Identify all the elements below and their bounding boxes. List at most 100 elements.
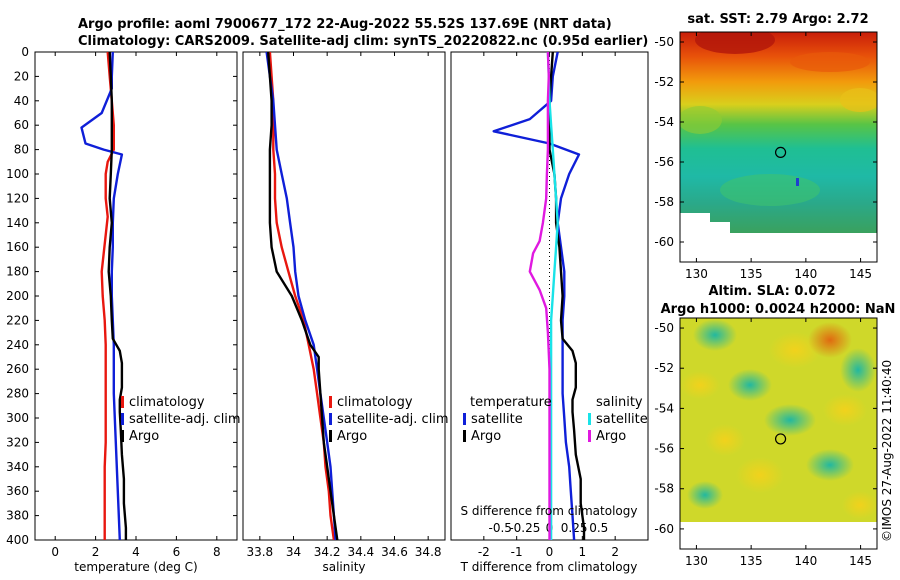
- sla-high-eddy: [769, 332, 821, 368]
- series-line-satellite-adj-clim: [265, 52, 337, 540]
- sla-field: [680, 318, 877, 522]
- map-latitude-label: -52: [654, 361, 674, 375]
- map-latitude-label: -60: [654, 235, 674, 249]
- sla-high-eddy: [736, 457, 784, 493]
- depth-tick-label: 300: [6, 411, 29, 425]
- difference-panel: -2 -1 0 1 2 -0.5-0.25 0 0.25 0.5 S difference f…: [450, 51, 649, 574]
- series-line-climatology: [100, 52, 115, 540]
- salinity-x-axis: 33.8 34 34.2 34.4 34.6 34.8: [246, 52, 442, 559]
- depth-tick-label: 80: [14, 143, 29, 157]
- legend-t-argo-label: Argo: [471, 429, 501, 444]
- x-tick-label: -1: [511, 545, 523, 559]
- s-diff-tick-label: 0.5: [589, 521, 608, 535]
- legend-satellite-label: satellite-adj. clim: [337, 412, 449, 427]
- legend-satellite-label: satellite-adj. clim: [129, 412, 241, 427]
- map-latitude-label: -60: [654, 522, 674, 536]
- sla-high-eddy: [823, 394, 867, 426]
- x-tick-label: 6: [173, 545, 181, 559]
- map-longitude-label: 140: [794, 267, 817, 281]
- depth-tick-label: 160: [6, 240, 29, 254]
- x-tick-label: 0: [51, 545, 59, 559]
- series-line-argo: [107, 52, 128, 540]
- legend-satellite-swatch: [329, 413, 332, 425]
- map-longitude-label: 145: [849, 267, 872, 281]
- x-tick-label: 34: [286, 545, 301, 559]
- sst-map-title: sat. SST: 2.79 Argo: 2.72: [687, 12, 868, 27]
- sla-low-eddy: [806, 449, 854, 481]
- series-line-t-argo: [548, 52, 586, 540]
- sst-cold-patch: [720, 174, 820, 206]
- x-tick-label: -2: [478, 545, 490, 559]
- sla-low-eddy: [687, 481, 723, 509]
- legend-climatology-swatch: [329, 396, 332, 408]
- map-longitude-label: 140: [794, 554, 817, 568]
- depth-tick-label: 120: [6, 191, 29, 205]
- sla-map-frame: [679, 317, 878, 550]
- sla-map-title-line1: Altim. SLA: 0.072: [709, 284, 836, 299]
- series-line-s-argo: [528, 52, 551, 540]
- figure-title-line2: Climatology: CARS2009. Satellite-adj cli…: [78, 34, 648, 49]
- x-tick-label: 4: [132, 545, 140, 559]
- depth-tick-label: 340: [6, 460, 29, 474]
- legend-salinity-title: salinity: [596, 395, 643, 410]
- sst-frontal-patch: [840, 88, 877, 112]
- legend-argo-swatch: [329, 430, 332, 442]
- sla-low-eddy: [840, 348, 876, 392]
- sla-low-eddy: [693, 319, 737, 351]
- temperature-x-axis: 0 2 4 6 8: [51, 52, 221, 559]
- map-longitude-label: 130: [685, 554, 708, 568]
- x-tick-label: 34.4: [347, 545, 374, 559]
- map-latitude-label: -58: [654, 195, 674, 209]
- sst-anomaly-pixel: [796, 178, 799, 186]
- depth-tick-label: 20: [14, 69, 29, 83]
- map-latitude-label: -54: [654, 115, 674, 129]
- sst-missing-data: [680, 213, 710, 233]
- depth-tick-label: 0: [21, 45, 29, 59]
- s-diff-tick-label: -0.5: [489, 521, 512, 535]
- sla-high-eddy: [705, 424, 745, 456]
- depth-tick-label: 260: [6, 362, 29, 376]
- map-longitude-label: 130: [685, 267, 708, 281]
- s-diff-tick-label: -0.25: [509, 521, 540, 535]
- x-tick-label: 2: [611, 545, 619, 559]
- map-latitude-label: -50: [654, 35, 674, 49]
- temperature-panel: 0204060801001201401601802002202402602803…: [6, 45, 648, 574]
- sst-warm-patch: [695, 32, 775, 54]
- sla-map-panel: Altim. SLA: 0.072 Argo h1000: 0.0024 h20…: [654, 284, 895, 568]
- sla-high-eddy: [808, 322, 852, 358]
- x-tick-label: 34.2: [314, 545, 341, 559]
- legend-temperature-title: temperature: [470, 395, 552, 410]
- depth-tick-label: 140: [6, 216, 29, 230]
- sla-low-eddy: [728, 369, 772, 401]
- depth-tick-label: 360: [6, 484, 29, 498]
- legend-s-argo-swatch: [588, 430, 591, 442]
- x-tick-label: 0: [546, 545, 554, 559]
- legend-t-argo-swatch: [463, 430, 466, 442]
- sla-map-axes: 130 135 140 145 -50 -52 -54 -56 -58 -60: [654, 318, 877, 568]
- temperature-axis-label: temperature (deg C): [74, 560, 197, 574]
- series-line-t-satellite: [492, 52, 581, 540]
- depth-tick-label: 100: [6, 167, 29, 181]
- x-tick-label: 34.6: [381, 545, 408, 559]
- depth-tick-label: 200: [6, 289, 29, 303]
- x-tick-label: 34.8: [415, 545, 442, 559]
- map-latitude-label: -54: [654, 401, 674, 415]
- argo-position-marker: [774, 146, 787, 158]
- legend-argo-label: Argo: [129, 429, 159, 444]
- legend-s-satellite-swatch: [588, 413, 591, 425]
- legend-climatology-swatch: [121, 396, 124, 408]
- legend-s-argo-label: Argo: [596, 429, 626, 444]
- map-latitude-label: -52: [654, 75, 674, 89]
- x-tick-label: 1: [579, 545, 587, 559]
- depth-tick-label: 220: [6, 313, 29, 327]
- map-longitude-label: 145: [849, 554, 872, 568]
- difference-series: [492, 52, 586, 540]
- sst-map-axes: 130 135 140 145 -50 -52 -54 -56 -58 -60: [654, 32, 877, 281]
- depth-tick-label: 180: [6, 265, 29, 279]
- depth-tick-label: 240: [6, 338, 29, 352]
- sla-high-eddy: [842, 491, 877, 519]
- x-tick-label: 8: [213, 545, 221, 559]
- sla-low-eddy: [764, 404, 816, 436]
- figure-title-line1: Argo profile: aoml 7900677_172 22-Aug-20…: [78, 17, 612, 32]
- map-latitude-label: -56: [654, 442, 674, 456]
